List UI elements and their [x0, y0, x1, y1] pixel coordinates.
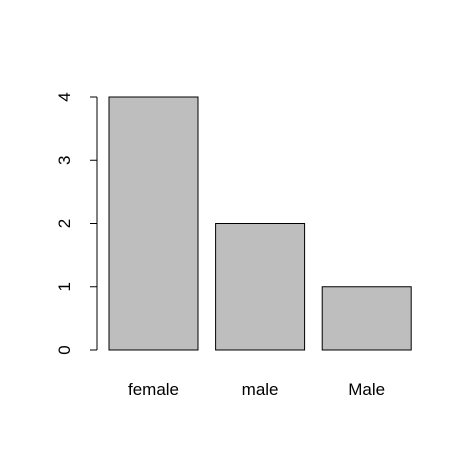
x-tick-label: male	[242, 380, 279, 399]
x-tick-label: Male	[348, 380, 385, 399]
bar	[321, 286, 412, 351]
y-tick-label: 2	[55, 219, 74, 228]
y-tick-label: 4	[55, 92, 74, 101]
y-tick-label: 0	[55, 345, 74, 354]
bar	[215, 223, 306, 351]
x-tick-label: female	[128, 380, 179, 399]
y-tick-label: 1	[55, 282, 74, 291]
y-tick-label: 3	[55, 156, 74, 165]
bar	[108, 96, 199, 351]
